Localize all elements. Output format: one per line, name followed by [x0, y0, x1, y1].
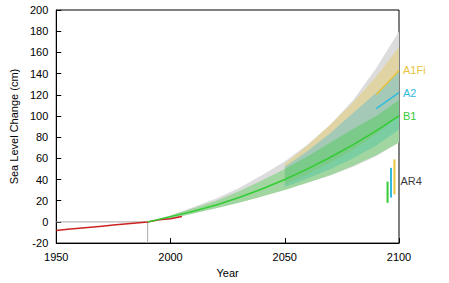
svg-text:140: 140	[30, 68, 48, 80]
svg-text:A1Fi: A1Fi	[403, 64, 426, 76]
svg-text:1950: 1950	[44, 251, 68, 263]
svg-text:Sea Level Change (cm): Sea Level Change (cm)	[8, 69, 20, 185]
svg-text:Year: Year	[217, 267, 240, 279]
svg-text:B1: B1	[403, 110, 416, 122]
svg-text:0: 0	[42, 216, 48, 228]
svg-text:60: 60	[36, 152, 48, 164]
svg-text:2100: 2100	[387, 251, 411, 263]
svg-text:160: 160	[30, 46, 48, 58]
svg-text:80: 80	[36, 131, 48, 143]
svg-text:-20: -20	[32, 237, 48, 249]
svg-text:20: 20	[36, 195, 48, 207]
svg-text:200: 200	[30, 4, 48, 16]
svg-text:40: 40	[36, 174, 48, 186]
svg-text:100: 100	[30, 110, 48, 122]
svg-text:120: 120	[30, 89, 48, 101]
svg-text:A2: A2	[403, 87, 416, 99]
svg-text:2000: 2000	[158, 251, 182, 263]
svg-text:180: 180	[30, 25, 48, 37]
svg-text:AR4: AR4	[400, 175, 421, 187]
svg-text:2050: 2050	[273, 251, 297, 263]
